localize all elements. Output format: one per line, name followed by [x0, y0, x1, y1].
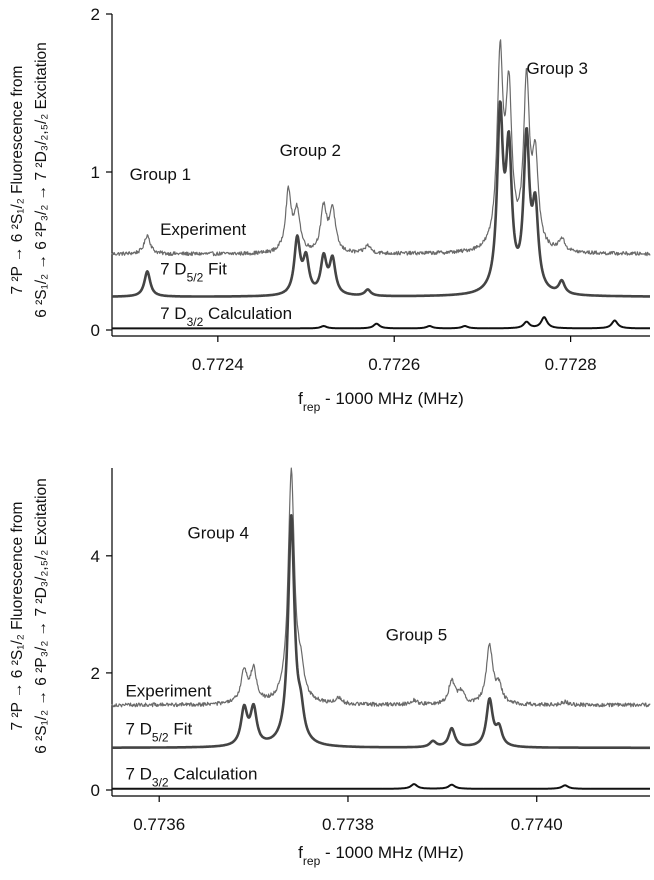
group-label: Group 2: [280, 141, 341, 160]
series-label-1: Experiment: [125, 681, 211, 700]
x-tick-label: 0.7736: [133, 815, 185, 834]
series-line-3: [111, 316, 651, 330]
x-tick-label: 0.7728: [545, 355, 597, 374]
group-label: Group 5: [386, 626, 447, 645]
x-tick-label: 0.7726: [368, 355, 420, 374]
series-line-1: [111, 39, 651, 257]
panel-top: 0 1 2 0.7724 0.7726 0.7728 Experiment 7 D5/2 Fi…: [9, 5, 651, 414]
y-tick-label: 0: [91, 781, 100, 800]
y-axis-title-line-1: 7 ²P → 6 ²S₁/₂ Fluorescence from: [9, 502, 26, 731]
series-line-2: [111, 100, 651, 298]
group-label: Group 3: [527, 59, 588, 78]
group-label: Group 1: [130, 165, 191, 184]
y-tick-label: 2: [91, 664, 100, 683]
series-label-3: 7 D3/2 Calculation: [125, 764, 257, 789]
y-tick-label: 1: [91, 163, 100, 182]
y-axis-title-line-2: 6 ²S₁/₂ → 6 ²P₃/₂ → 7 ²D₃/₂,₅/₂ Excitati…: [33, 478, 50, 754]
series-label-2: 7 D5/2 Fit: [125, 719, 192, 744]
y-tick-label: 4: [91, 547, 100, 566]
y-tick-label: 2: [91, 5, 100, 24]
x-tick-label: 0.7740: [511, 815, 563, 834]
x-axis-title: frep - 1000 MHz (MHz): [298, 389, 464, 414]
y-tick-label: 0: [91, 321, 100, 340]
group-label: Group 4: [188, 523, 249, 542]
y-axis-title-line-1: 7 ²P → 6 ²S₁/₂ Fluorescence from: [9, 66, 26, 295]
series-label-1: Experiment: [160, 220, 246, 239]
series-label-2: 7 D5/2 Fit: [160, 260, 227, 285]
y-axis-title-line-2: 6 ²S₁/₂ → 6 ²P₃/₂ → 7 ²D₃/₂,₅/₂ Excitati…: [33, 42, 50, 318]
series-line-2: [111, 514, 651, 750]
series-line-3: [111, 783, 651, 790]
series-line-1: [111, 467, 651, 708]
panel-bottom: 0 2 4 0.7736 0.7738 0.7740 Experiment 7 D5/2 Fi…: [9, 467, 651, 868]
x-tick-label: 0.7724: [192, 355, 244, 374]
x-axis-title: frep - 1000 MHz (MHz): [298, 843, 464, 868]
series-label-3: 7 D3/2 Calculation: [160, 304, 292, 329]
x-tick-label: 0.7738: [322, 815, 374, 834]
